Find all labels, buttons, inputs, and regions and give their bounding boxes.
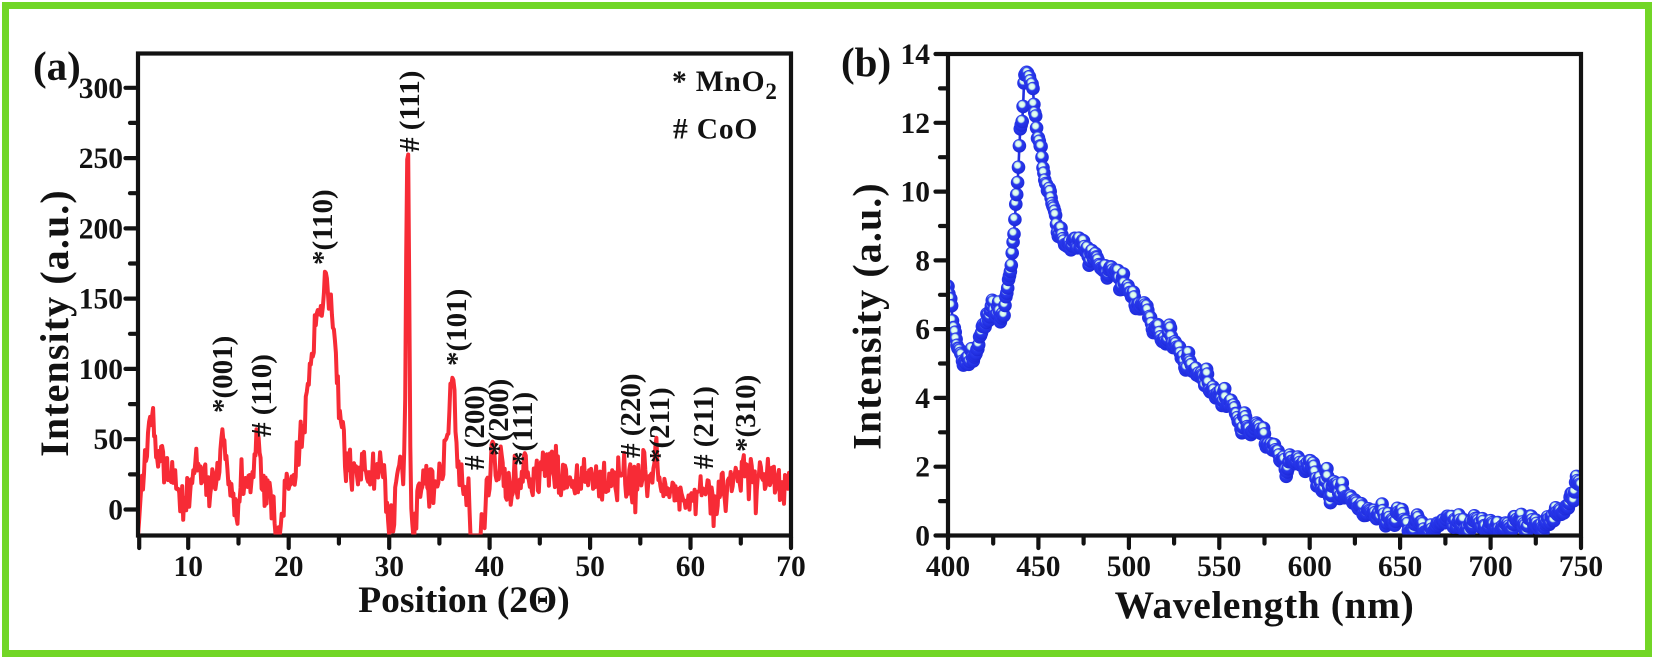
svg-text:400: 400	[926, 551, 970, 583]
svg-text:600: 600	[1288, 551, 1332, 583]
svg-text:40: 40	[475, 551, 505, 583]
svg-text:50: 50	[94, 424, 124, 456]
svg-text:*(200): *(200)	[483, 379, 515, 456]
svg-text:4: 4	[915, 383, 930, 415]
svg-text:Intensity (a.u.): Intensity (a.u.)	[32, 189, 77, 457]
svg-text:*(110): *(110)	[307, 189, 339, 265]
svg-text:550: 550	[1197, 551, 1241, 583]
svg-text:60: 60	[676, 551, 706, 583]
svg-text:# (111): # (111)	[394, 71, 426, 152]
svg-text:14: 14	[901, 39, 931, 71]
svg-text:70: 70	[776, 551, 806, 583]
svg-text:# (200): # (200)	[459, 385, 491, 470]
svg-text:10: 10	[901, 177, 931, 209]
svg-text:0: 0	[915, 521, 930, 553]
svg-text:150: 150	[79, 284, 123, 316]
svg-text:*(001): *(001)	[207, 336, 239, 413]
svg-text:(a): (a)	[33, 43, 81, 89]
svg-text:2: 2	[915, 452, 930, 484]
svg-text:700: 700	[1468, 551, 1512, 583]
svg-text:450: 450	[1016, 551, 1060, 583]
svg-text:30: 30	[374, 551, 404, 583]
svg-text:750: 750	[1559, 551, 1603, 583]
svg-text:250: 250	[79, 143, 123, 175]
svg-text:500: 500	[1107, 551, 1151, 583]
svg-text:*(310): *(310)	[730, 375, 762, 452]
svg-text:8: 8	[915, 245, 930, 277]
svg-text:12: 12	[901, 108, 931, 140]
svg-text:0: 0	[108, 495, 123, 527]
svg-text:Wavelength (nm): Wavelength (nm)	[1115, 583, 1415, 627]
svg-text:Position (2Θ): Position (2Θ)	[358, 580, 569, 621]
svg-text:# (110): # (110)	[246, 354, 278, 437]
svg-text:# CoO: # CoO	[673, 114, 758, 146]
svg-text:200: 200	[79, 213, 123, 245]
svg-text:20: 20	[274, 551, 304, 583]
svg-text:(b): (b)	[841, 39, 891, 85]
svg-text:300: 300	[79, 73, 123, 105]
svg-text:*(101): *(101)	[441, 289, 473, 366]
svg-text:*(111): *(111)	[507, 392, 539, 466]
svg-text:* MnO2: * MnO2	[672, 66, 778, 104]
svg-text:Intensity (a.u.): Intensity (a.u.)	[845, 182, 890, 450]
svg-text:# (220): # (220)	[615, 373, 647, 458]
svg-text:650: 650	[1378, 551, 1422, 583]
svg-text:# (211): # (211)	[688, 386, 720, 469]
svg-text:50: 50	[575, 551, 605, 583]
svg-text:6: 6	[915, 314, 930, 346]
svg-text:*(211): *(211)	[644, 387, 676, 463]
svg-text:100: 100	[79, 354, 123, 386]
svg-text:10: 10	[173, 551, 203, 583]
